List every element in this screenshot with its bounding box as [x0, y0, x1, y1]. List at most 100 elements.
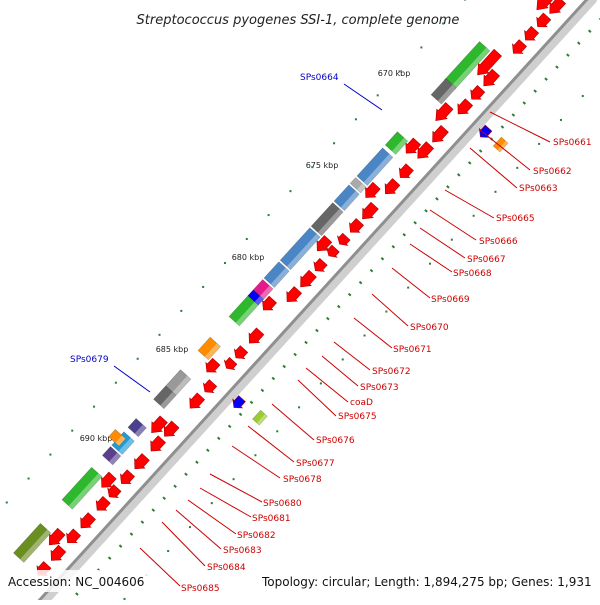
gene-label-sps0664[interactable]: SPs0664	[300, 73, 339, 83]
leader-line-11	[322, 356, 358, 386]
grid-dot-39	[202, 286, 204, 288]
grid-dot-3	[560, 119, 562, 121]
gene-arrow-b-4	[361, 181, 382, 202]
gene-label-sps0663[interactable]: SPs0663	[519, 184, 558, 194]
tick-mark-15	[436, 198, 438, 200]
gene-label-sps0662[interactable]: SPs0662	[533, 167, 572, 177]
gene-block-outer-0	[493, 137, 508, 152]
gene-arrow-22	[200, 378, 218, 396]
tick-mark-8	[512, 114, 514, 116]
gene-label-sps0666[interactable]: SPs0666	[479, 237, 518, 247]
grid-dot-18	[233, 478, 235, 480]
grid-dot-7	[473, 215, 475, 217]
tick-mark-27	[305, 342, 307, 344]
gene-arrow-21	[221, 356, 238, 373]
gene-arrow-25	[146, 434, 167, 455]
gene-block-outer-1	[253, 410, 268, 425]
gene-label-sps0678[interactable]: SPs0678	[283, 475, 322, 485]
tick-mark-13	[458, 174, 460, 176]
gene-label-sps0684[interactable]: SPs0684	[207, 563, 246, 573]
gene-label-sps0677[interactable]: SPs0677	[296, 459, 335, 469]
inner-labels: SPs0661 SPs0662 SPs0663 SPs0665 SPs0666 …	[181, 138, 592, 594]
gene-label-sps0671[interactable]: SPs0671	[393, 345, 432, 355]
tick-label-675: 675 kbp	[306, 161, 339, 170]
gene-arrow-17	[295, 269, 317, 292]
grid-dot-41	[159, 334, 161, 336]
gene-label-sps0667[interactable]: SPs0667	[467, 255, 506, 265]
tick-mark-5	[545, 78, 547, 80]
grid-dot-30	[399, 70, 401, 72]
tick-mark-19	[392, 246, 394, 248]
gene-arrow-18	[282, 285, 303, 306]
map-title: Streptococcus pyogenes SSI-1, complete g…	[137, 13, 460, 28]
grid-dot-5	[516, 167, 518, 169]
grid-dot-45	[71, 430, 73, 432]
gene-arrow-16	[310, 257, 328, 275]
gene-arrow-4	[508, 38, 528, 58]
gene-label-sps0669[interactable]: SPs0669	[431, 295, 470, 305]
gene-label-sps0673[interactable]: SPs0673	[360, 383, 399, 393]
grid-dot-9	[429, 263, 431, 265]
gene-label-sps0670[interactable]: SPs0670	[410, 323, 449, 333]
gene-block-8	[264, 262, 289, 288]
grid-dot-32	[355, 118, 357, 120]
tick-mark-28	[294, 353, 296, 355]
tick-label-680: 680 kbp	[232, 253, 265, 262]
tick-mark-31	[261, 389, 263, 391]
gene-label-sps0668[interactable]: SPs0668	[453, 269, 492, 279]
leader-line-1	[480, 130, 530, 170]
gene-arrow-14	[334, 232, 351, 249]
tick-mark-22	[359, 282, 361, 284]
gene-features	[13, 0, 581, 580]
tick-mark-35	[218, 437, 220, 439]
tick-mark-26	[316, 330, 318, 332]
gene-arrow-13	[345, 217, 365, 237]
gene-label-sps0665[interactable]: SPs0665	[496, 214, 535, 224]
tick-mark-45	[109, 557, 111, 559]
grid-dot-12	[364, 334, 366, 336]
gene-label-sps0682[interactable]: SPs0682	[237, 531, 276, 541]
gene-block-19	[62, 467, 102, 509]
gene-arrow-3	[520, 25, 540, 45]
grid-dot-19	[211, 502, 213, 504]
tick-mark-32	[250, 401, 252, 403]
gene-label-sps0679[interactable]: SPs0679	[70, 355, 109, 365]
tick-mark-2	[578, 42, 580, 44]
grid-dot-15	[298, 406, 300, 408]
gene-arrow-11	[380, 177, 401, 198]
gene-label-sps0672[interactable]: SPs0672	[372, 367, 411, 377]
tick-label-670: 670 kbp	[378, 69, 411, 78]
leader-line-blue-0	[344, 84, 382, 110]
gene-label-sps0681[interactable]: SPs0681	[252, 514, 291, 524]
gene-label-coad[interactable]: coaD	[350, 398, 373, 408]
gene-label-sps0661[interactable]: SPs0661	[553, 138, 592, 148]
gene-label-sps0676[interactable]: SPs0676	[316, 436, 355, 446]
gene-arrow-26	[130, 452, 151, 473]
tick-mark-33	[239, 413, 241, 415]
leader-line-10	[334, 342, 370, 370]
leader-line-0	[490, 112, 550, 142]
gene-label-sps0685[interactable]: SPs0685	[181, 584, 220, 594]
leader-lines	[114, 84, 550, 586]
tick-mark-6	[534, 90, 536, 92]
tick-mark-21	[370, 270, 372, 272]
gene-label-sps0683[interactable]: SPs0683	[223, 546, 262, 556]
leader-line-3	[445, 190, 494, 218]
tick-mark-18	[403, 234, 405, 236]
leader-line-12	[306, 368, 348, 402]
tick-mark-17	[414, 222, 416, 224]
accession-text: Accession: NC_004606	[8, 575, 144, 589]
grid-dot-17	[254, 454, 256, 456]
grid-dot-10	[407, 287, 409, 289]
gene-label-sps0675[interactable]: SPs0675	[338, 412, 377, 422]
grid-dot-43	[115, 382, 117, 384]
tick-mark-38	[185, 473, 187, 475]
grid-dot-4	[538, 143, 540, 145]
gene-label-sps0680[interactable]: SPs0680	[263, 499, 302, 509]
grid-dot-46	[49, 454, 51, 456]
leader-line-19	[188, 500, 236, 534]
tick-mark-12	[469, 162, 471, 164]
leader-line-blue-1	[114, 366, 150, 392]
grid-dot-14	[320, 382, 322, 384]
